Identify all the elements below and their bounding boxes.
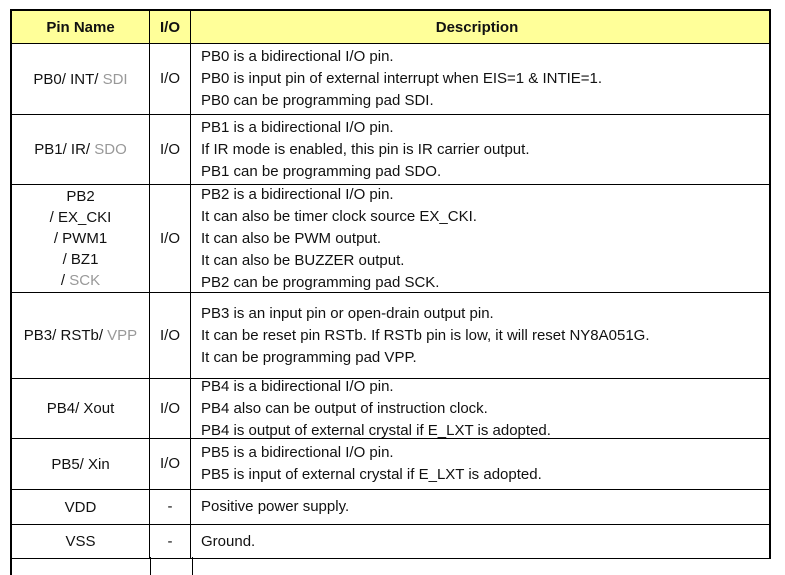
table-row: VSS - Ground. <box>12 525 769 559</box>
table-row: PB0/ INT/ SDI I/O PB0 is a bidirectional I… <box>12 44 769 115</box>
io-cell: I/O <box>150 115 191 184</box>
description-line: It can also be timer clock source EX_CKI… <box>201 207 477 225</box>
pin-name-cell: VSS <box>12 525 150 558</box>
io-value: I/O <box>159 70 180 87</box>
pin-name-line: PB4/ Xout <box>47 398 115 419</box>
description-line: PB0 is input pin of external interrupt w… <box>201 70 603 87</box>
table-body: PB0/ INT/ SDI I/O PB0 is a bidirectional I… <box>12 44 769 559</box>
table-row: PB1/ IR/ SDO I/O PB1 is a bidirectional I/… <box>12 115 769 185</box>
column-header-io: I/O <box>150 11 191 43</box>
description-line: PB0 can be programming pad SDI. <box>201 92 434 109</box>
description-cell: PB2 is a bidirectional I/O pin. It can al… <box>191 185 769 292</box>
description-line: PB5 is input of external crystal if E_LX… <box>201 466 542 483</box>
description-line: PB2 is a bidirectional I/O pin. <box>201 185 394 203</box>
description-line: PB2 can be programming pad SCK. <box>201 273 440 291</box>
pin-name-cell: PB3/ RSTb/ VPP <box>12 293 150 378</box>
io-value: I/O <box>159 140 180 158</box>
table-row: PB2 / EX_CKI / PWM1 / BZ1 / SCK I/O PB2 is a b… <box>12 185 769 293</box>
table-row: PB4/ Xout I/O PB4 is a bidirectional I/O p… <box>12 377 769 439</box>
pin-name-line: PB2 <box>66 186 94 207</box>
pin-name-segment: PB5/ Xin <box>51 455 110 473</box>
table-row: VDD - Positive power supply. <box>12 490 769 525</box>
pin-name-segment-muted: SCK <box>69 272 101 289</box>
io-cell: I/O <box>150 439 191 489</box>
io-value: I/O <box>159 229 180 247</box>
description-cell: PB5 is a bidirectional I/O pin. PB5 is in… <box>191 439 769 489</box>
pin-name-segment: PB4/ Xout <box>46 400 115 417</box>
table-row: PB3/ RSTb/ VPP I/O PB3 is an input pin or … <box>12 293 769 379</box>
io-cell: - <box>150 490 191 524</box>
description-line: PB0 is a bidirectional I/O pin. <box>201 48 394 65</box>
description-line: It can also be BUZZER output. <box>201 251 405 269</box>
io-cell: I/O <box>150 379 191 438</box>
io-value: I/O <box>159 326 180 344</box>
pin-name-line: PB1/ IR/ SDO <box>34 139 127 160</box>
pin-name-segment-muted: SDO <box>94 141 127 158</box>
description-line: PB1 is a bidirectional I/O pin. <box>201 118 394 136</box>
pin-name-segment-muted: VPP <box>107 327 138 344</box>
description-line: PB5 is a bidirectional I/O pin. <box>201 444 394 461</box>
description-line: PB4 is a bidirectional I/O pin. <box>201 377 394 395</box>
pin-name-line: VSS <box>65 531 95 552</box>
io-cell: I/O <box>150 44 191 114</box>
description-line: PB3 is an input pin or open-drain output… <box>201 304 494 322</box>
pin-name-cell: PB4/ Xout <box>12 379 150 438</box>
pin-description-table: Pin Name I/O Description PB0/ INT/ SDI I/… <box>10 9 771 559</box>
pin-name-segment: / PWM1 <box>53 230 108 247</box>
pin-name-segment: / EX_CKI <box>49 209 112 226</box>
io-cell: I/O <box>150 185 191 292</box>
pin-name-line: VDD <box>65 497 97 518</box>
pin-name-line: PB0/ INT/ SDI <box>33 69 127 90</box>
pin-name-line: PB5/ Xin <box>51 454 109 475</box>
pin-name-line: / PWM1 <box>54 228 107 249</box>
column-header-description: Description <box>435 18 519 36</box>
pin-name-cell: PB2 / EX_CKI / PWM1 / BZ1 / SCK <box>12 185 150 292</box>
description-line: If IR mode is enabled, this pin is IR ca… <box>201 140 530 158</box>
pin-name-segment-muted: SDI <box>102 70 128 88</box>
description-line: It can also be PWM output. <box>201 229 382 247</box>
table-continuation-cutoff <box>10 557 771 575</box>
pin-name-line: / BZ1 <box>63 249 99 270</box>
io-value: - <box>167 498 173 515</box>
pin-name-segment: PB0/ INT/ <box>33 70 103 88</box>
pin-name-cell: PB1/ IR/ SDO <box>12 115 150 184</box>
pin-name-line: / SCK <box>61 270 100 291</box>
io-cell: - <box>150 525 191 558</box>
pin-name-segment: PB3/ RSTb/ <box>23 327 108 344</box>
io-value: I/O <box>159 455 180 472</box>
table-left-border-continuation <box>10 557 12 575</box>
description-line: PB1 can be programming pad SDO. <box>201 162 442 180</box>
pin-name-cell: PB0/ INT/ SDI <box>12 44 150 114</box>
table-row: PB5/ Xin I/O PB5 is a bidirectional I/O pi… <box>12 439 769 490</box>
io-desc-separator-continuation <box>192 557 193 575</box>
description-cell: Ground. <box>191 525 769 558</box>
pin-name-segment: PB1/ IR/ <box>34 141 95 158</box>
description-cell: PB0 is a bidirectional I/O pin. PB0 is in… <box>191 44 769 114</box>
pin-name-segment: PB2 <box>66 188 95 205</box>
description-line: Positive power supply. <box>201 498 350 515</box>
pin-name-line: PB3/ RSTb/ VPP <box>24 325 137 346</box>
description-line: It can be programming pad VPP. <box>201 348 417 366</box>
pin-name-segment: VSS <box>65 533 96 550</box>
description-cell: PB4 is a bidirectional I/O pin. PB4 also … <box>191 377 769 439</box>
pin-name-segment: VDD <box>64 498 97 516</box>
description-line: It can be reset pin RSTb. If RSTb pin is… <box>201 326 650 344</box>
pin-name-cell: PB5/ Xin <box>12 439 150 489</box>
table-header-row: Pin Name I/O Description <box>12 11 769 44</box>
io-value: I/O <box>159 399 180 417</box>
pin-name-line: / EX_CKI <box>50 207 112 228</box>
pin-name-segment: / BZ1 <box>62 251 99 268</box>
column-header-pin-name: Pin Name <box>12 11 150 43</box>
description-line: PB4 also can be output of instruction cl… <box>201 399 488 417</box>
io-cell: I/O <box>150 293 191 378</box>
description-cell: Positive power supply. <box>191 490 769 524</box>
description-line: PB4 is output of external crystal if E_L… <box>201 421 551 439</box>
description-cell: PB3 is an input pin or open-drain output… <box>191 293 769 378</box>
pin-name-cell: VDD <box>12 490 150 524</box>
description-cell: PB1 is a bidirectional I/O pin. If IR mod… <box>191 115 769 184</box>
pin-name-segment: / <box>60 272 70 289</box>
io-value: - <box>167 532 173 550</box>
description-line: Ground. <box>201 532 256 550</box>
pin-io-separator-continuation <box>150 557 151 575</box>
